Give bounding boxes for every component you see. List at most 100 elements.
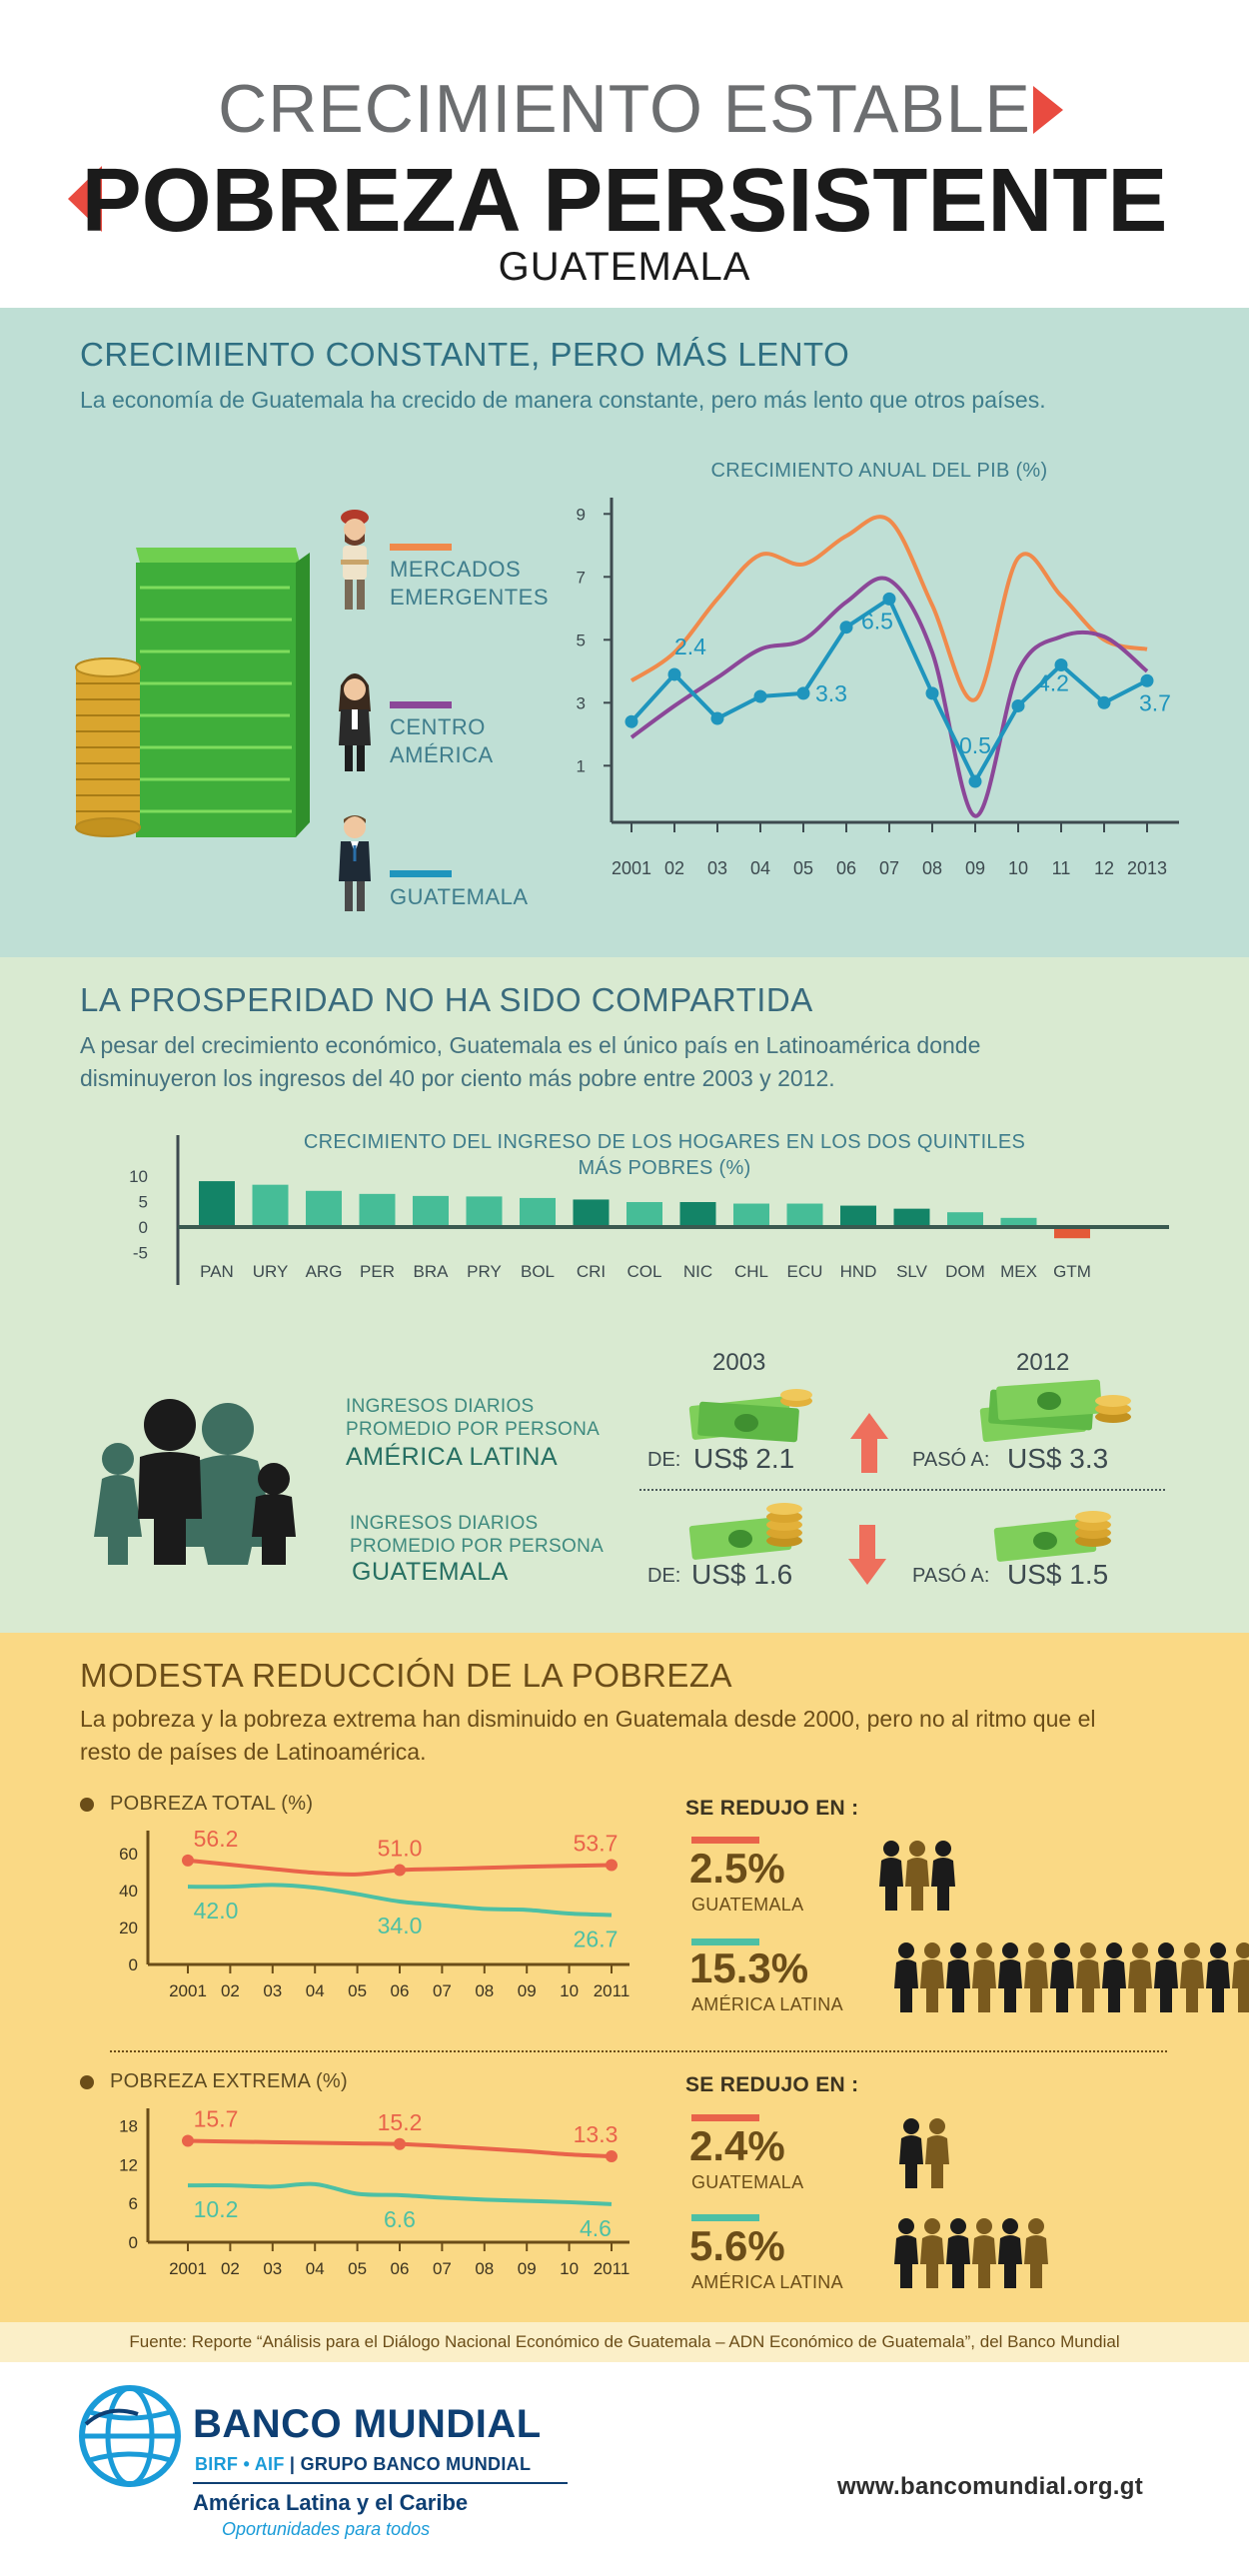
extreme-svg-point: [182, 2134, 194, 2147]
total-la-name: AMÉRICA LATINA: [691, 1994, 843, 2014]
gdp-point: [796, 686, 810, 700]
year-from-label: 2003: [712, 1349, 766, 1376]
section-growth: CRECIMIENTO CONSTANTE, PERO MÁS LENTO La…: [0, 308, 1249, 957]
bar-mex: [1000, 1217, 1037, 1227]
person-icon: [1232, 1942, 1249, 2012]
person-icon: [1154, 1942, 1178, 2012]
bar-pan: [199, 1181, 235, 1227]
total-svg-x-tick-label: 07: [433, 1981, 452, 2000]
gdp-x-tick-label: 2001: [612, 858, 651, 878]
total-svg-x-tick-label: 08: [475, 1981, 494, 2000]
to-prefix-latam: PASÓ A:: [912, 1449, 990, 1471]
extreme-svg-x-tick-label: 08: [475, 2259, 494, 2278]
bar-bra: [413, 1195, 449, 1227]
section-poverty-text: La pobreza y la pobreza extrema han dism…: [80, 1706, 1096, 1765]
section-poverty-heading: MODESTA REDUCCIÓN DE LA POBREZA: [80, 1657, 733, 1694]
title-line-1: CRECIMIENTO ESTABLE: [218, 71, 1031, 147]
extreme-svg-x-tick-label: 07: [433, 2259, 452, 2278]
people-row-total-la: [894, 1940, 1249, 2014]
gdp-x-tick-label: 2013: [1127, 858, 1167, 878]
bar-category-label: PAN: [200, 1262, 234, 1281]
extreme-svg-x-tick-label: 05: [348, 2259, 367, 2278]
bar-ecu: [786, 1203, 823, 1227]
extreme-svg-x-tick-label: 03: [263, 2259, 282, 2278]
total-svg-data-label: 51.0: [378, 1836, 423, 1862]
bar-category-label: GTM: [1053, 1262, 1091, 1281]
gdp-data-label: 2.4: [674, 634, 706, 659]
income-label-latam: INGRESOS DIARIOS PROMEDIO POR PERSONA: [346, 1396, 601, 1440]
extreme-svg-x-tick-label: 10: [560, 2259, 579, 2278]
person-icon: [1180, 1942, 1204, 2012]
person-icon: [972, 2218, 996, 2288]
bar-cri: [573, 1199, 610, 1227]
bar-category-label: MEX: [1000, 1262, 1037, 1281]
person-icon: [1128, 1942, 1152, 2012]
person-icon: [998, 1942, 1022, 2012]
to-value-latam: US$ 3.3: [1007, 1443, 1109, 1474]
gdp-x-tick-label: 12: [1094, 858, 1114, 878]
people-row-extreme-gt: [899, 2116, 949, 2190]
money-stack-icon: [75, 548, 310, 837]
row-divider: [639, 1489, 1165, 1491]
gdp-data-label: 4.2: [1037, 670, 1069, 696]
person-icon: [946, 2218, 970, 2288]
website-link[interactable]: www.bancomundial.org.gt: [837, 2473, 1144, 2500]
person-icon: [1206, 1942, 1230, 2012]
gdp-x-tick-label: 02: [664, 858, 684, 878]
bullet-dot-2: [80, 2075, 94, 2089]
person-icon: [899, 2118, 923, 2188]
gdp-x-tick-label: 07: [879, 858, 899, 878]
bar-category-label: ARG: [306, 1262, 343, 1281]
extreme-svg-x-tick-label: 04: [306, 2259, 325, 2278]
extreme-svg-x-tick-label: 02: [221, 2259, 240, 2278]
gdp-x-tick-label: 05: [793, 858, 813, 878]
total-poverty-title: POBREZA TOTAL (%): [110, 1793, 314, 1815]
extreme-svg-data-label: 10.2: [194, 2196, 239, 2222]
gdp-y-tick-label: 1: [577, 756, 586, 775]
person-icon: [920, 2218, 944, 2288]
from-value-latam: US$ 2.1: [693, 1443, 795, 1474]
income-chart-title: CRECIMIENTO DEL INGRESO DE LOS HOGARES E…: [303, 1131, 1026, 1179]
gdp-data-label: 3.3: [815, 680, 847, 706]
total-svg-x-tick-label: 2001: [169, 1981, 207, 2000]
total-gt-swatch: [691, 1837, 759, 1844]
org-subtitle-a: BIRF • AIF: [195, 2454, 285, 2474]
bar-category-label: CHL: [734, 1262, 768, 1281]
arrow-up-icon: [850, 1413, 888, 1473]
extreme-svg-y-tick-label: 6: [129, 2194, 138, 2213]
gdp-point: [839, 621, 853, 635]
logo-divider: [193, 2482, 568, 2484]
total-gt-name: GUATEMALA: [691, 1895, 804, 1915]
extreme-svg-y-tick-label: 12: [119, 2155, 138, 2174]
total-svg-point: [394, 1864, 406, 1877]
gdp-point: [710, 711, 724, 725]
gdp-point: [925, 686, 939, 700]
total-svg-x-tick-label: 05: [348, 1981, 367, 2000]
country-title: GUATEMALA: [498, 245, 751, 289]
org-tagline: Oportunidades para todos: [222, 2519, 431, 2539]
legend-swatch-guatemala: [390, 870, 452, 877]
from-value-guatemala: US$ 1.6: [691, 1559, 793, 1590]
bar-col: [626, 1202, 662, 1227]
extreme-svg-data-label: 13.3: [574, 2121, 619, 2147]
right-triangle-icon: [1033, 86, 1063, 134]
extreme-svg-data-label: 15.7: [194, 2108, 239, 2132]
total-svg-x-tick-label: 02: [221, 1981, 240, 2000]
extreme-gt-name: GUATEMALA: [691, 2172, 804, 2192]
extreme-svg-y-tick-label: 0: [129, 2233, 138, 2252]
bar-chl: [733, 1203, 769, 1227]
gdp-point: [882, 592, 896, 606]
left-triangle-icon: [68, 166, 102, 232]
extreme-svg-x-tick-label: 09: [518, 2259, 537, 2278]
bar-category-label: CRI: [577, 1262, 606, 1281]
bar-per: [359, 1193, 396, 1227]
extreme-la-swatch: [691, 2214, 759, 2221]
legend-swatch-central-america: [390, 701, 452, 708]
gdp-y-tick-label: 9: [577, 505, 586, 524]
gdp-data-label: 6.5: [861, 608, 893, 634]
person-icon: [925, 2118, 949, 2188]
gdp-point: [1054, 658, 1068, 671]
total-svg-x-tick-label: 10: [560, 1981, 579, 2000]
emerging-markets-person-icon: [341, 510, 369, 610]
bar-category-label: BRA: [414, 1262, 450, 1281]
